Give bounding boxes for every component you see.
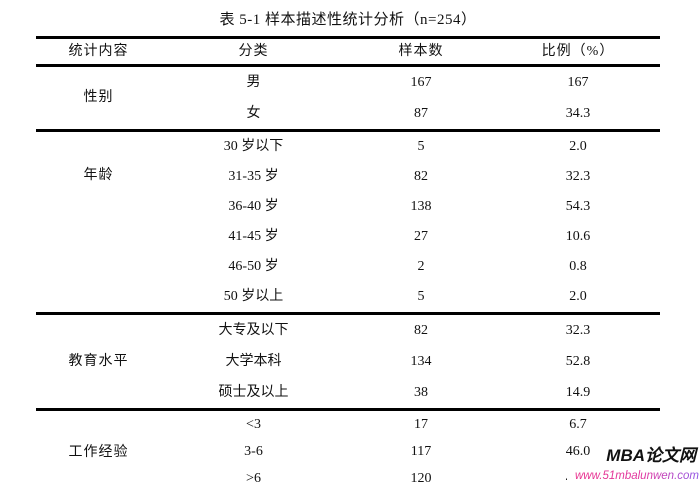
cell-category: 50 岁以上: [223, 289, 284, 304]
cell-category: 31-35 岁: [228, 169, 279, 184]
cell-count: 120: [346, 465, 496, 486]
table-row: 36-40 岁 138 54.3: [36, 192, 660, 222]
group-label-age: 年龄: [36, 129, 161, 314]
cell-percent: 32.3: [565, 169, 591, 184]
group-label-gender: 性别: [83, 90, 114, 105]
watermark-url: www.51mbalunwen.com: [574, 470, 699, 482]
cell-percent: 2.0: [569, 289, 587, 304]
cell-category: 41-45 岁: [228, 229, 279, 244]
cell-count: 82: [346, 312, 496, 346]
table-row: 性别 男 167 167: [36, 66, 660, 104]
cell-percent: 52.8: [565, 353, 591, 369]
table-row: 41-45 岁 27 10.6: [36, 222, 660, 252]
table-row: 3-6 117 46.0: [36, 438, 660, 465]
cell-category: 30 岁以下: [161, 129, 346, 162]
descriptive-statistics-table: 统计内容 分类 样本数 比例（%） 性别 男 167 167 女 87 34.3: [36, 36, 660, 486]
watermark-brand: MBA论文网: [606, 446, 696, 466]
cell-count: 167: [410, 74, 432, 90]
cell-count: 5: [417, 289, 425, 304]
cell-category: <3: [161, 408, 346, 438]
cell-category: 硕士及以上: [218, 384, 289, 400]
cell-count: 17: [346, 408, 496, 438]
cell-percent: 6.7: [496, 408, 660, 438]
cell-category: 大专及以下: [161, 312, 346, 346]
group-label-experience: 工作经验: [36, 408, 161, 486]
table-row: 教育水平 大专及以下 82 32.3: [36, 312, 660, 410]
header-stat-content: 统计内容: [36, 36, 161, 67]
table-row: 46-50 岁 2 0.8: [36, 252, 660, 282]
cell-percent: 34.3: [565, 105, 591, 121]
header-category: 分类: [161, 36, 346, 67]
table-header-row: 统计内容 分类 样本数 比例（%）: [36, 36, 660, 67]
cell-category: >6: [161, 465, 346, 486]
table-row: 大学本科 134 52.8: [36, 346, 660, 377]
cell-category: 36-40 岁: [228, 199, 279, 214]
cell-count: 5: [346, 129, 496, 162]
cell-percent: 167: [567, 74, 589, 90]
cell-count: 87: [414, 105, 428, 121]
cell-percent: 46.0: [565, 443, 591, 459]
cell-count: 138: [410, 199, 432, 214]
cell-percent: 10.6: [565, 229, 591, 244]
table-row: 硕士及以上 38 14.9: [36, 377, 660, 410]
cell-percent: 54.3: [565, 199, 591, 214]
cell-count: 82: [414, 169, 428, 184]
table-container: 表 5-1 样本描述性统计分析（n=254） 统计内容 分类 样本数 比例（%）…: [36, 0, 660, 486]
table-row: 女 87 34.3: [36, 98, 660, 131]
table-title: 表 5-1 样本描述性统计分析（n=254）: [219, 12, 477, 28]
table-row: 50 岁以上 5 2.0: [36, 282, 660, 314]
site-watermark: MBA论文网 www.51mbalunwen.com: [566, 446, 700, 486]
table-row: 年龄 30 岁以下 5 2.0: [36, 129, 660, 314]
cell-percent: 14.9: [565, 384, 591, 400]
group-label-education: 教育水平: [36, 312, 161, 410]
cell-percent: 2.0: [496, 129, 660, 162]
cell-percent: 32.3: [496, 312, 660, 346]
cell-category: 大学本科: [225, 353, 282, 369]
cell-category: 3-6: [244, 443, 263, 459]
watermark-url-backing: www.51mbalunwen.com: [566, 466, 700, 486]
table-row: 工作经验 <3 17 6.7: [36, 408, 660, 486]
cell-count: 27: [414, 229, 428, 244]
cell-count: 38: [414, 384, 428, 400]
cell-category: 男: [246, 74, 261, 90]
header-sample-count: 样本数: [346, 36, 496, 67]
cell-percent: 0.8: [569, 259, 587, 274]
cell-count: 117: [410, 443, 432, 459]
cell-category: 女: [246, 105, 261, 121]
cell-count: 2: [417, 259, 425, 274]
cell-count: 134: [410, 353, 432, 369]
header-proportion: 比例（%）: [496, 36, 660, 67]
cell-category: 46-50 岁: [228, 259, 279, 274]
table-row: 31-35 岁 82 32.3: [36, 162, 660, 192]
